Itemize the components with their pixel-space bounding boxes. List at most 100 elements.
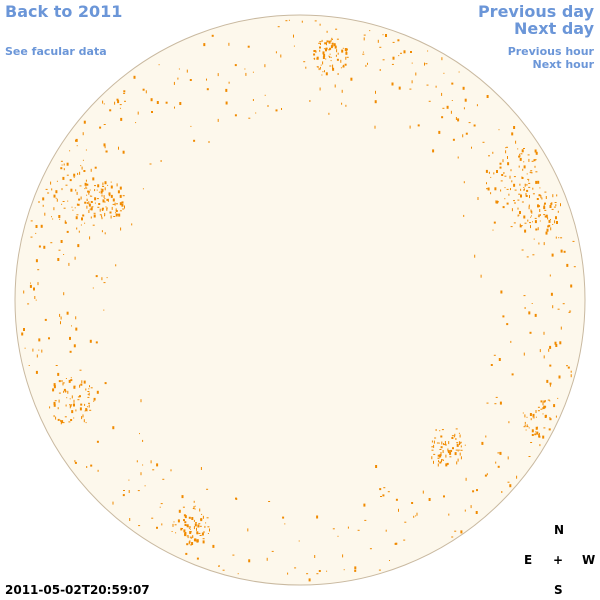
facula-mark [112, 198, 115, 202]
facula-mark [569, 310, 572, 312]
facula-mark [441, 429, 444, 431]
compass-south-label: S [554, 583, 563, 597]
facular-data-link[interactable]: See facular data [5, 45, 107, 58]
observation-timestamp: 2011-05-02T20:59:07 [5, 583, 150, 597]
previous-day-link[interactable]: Previous day [477, 2, 594, 21]
facula-mark [118, 146, 119, 150]
facula-mark [268, 501, 271, 502]
facula-mark [532, 254, 535, 256]
facula-mark [321, 74, 323, 76]
facula-mark [207, 526, 210, 528]
facula-mark [43, 245, 46, 249]
facula-mark [247, 528, 249, 532]
facula-mark [448, 513, 450, 516]
facula-mark [482, 141, 485, 143]
facula-mark [533, 159, 536, 162]
facula-mark [87, 391, 90, 392]
facula-mark [415, 72, 417, 76]
facula-mark [57, 407, 59, 410]
facula-mark [248, 559, 251, 563]
previous-hour-link[interactable]: Previous hour [507, 45, 594, 58]
facula-mark [137, 111, 139, 115]
facula-mark [29, 284, 32, 288]
back-to-year-link[interactable]: Back to 2011 [5, 2, 123, 21]
facula-mark [362, 51, 364, 53]
facula-mark [218, 565, 220, 567]
facula-mark [175, 532, 177, 534]
facula-mark [549, 364, 552, 367]
facula-mark [284, 523, 286, 525]
facula-mark [184, 515, 187, 519]
facula-mark [530, 209, 532, 213]
facula-mark [542, 435, 545, 439]
facula-mark [21, 332, 24, 336]
next-hour-link[interactable]: Next hour [532, 58, 595, 71]
facula-mark [506, 323, 509, 326]
facula-mark [116, 98, 119, 101]
facula-mark [449, 456, 452, 458]
facula-mark [84, 201, 87, 204]
facula-mark [102, 100, 104, 104]
facula-mark [518, 165, 520, 168]
facula-mark [190, 125, 192, 127]
facula-mark [438, 442, 440, 444]
facula-mark [437, 454, 440, 457]
facula-mark [323, 54, 326, 57]
facula-mark [531, 429, 534, 433]
facula-mark [90, 195, 93, 197]
facula-mark [450, 449, 453, 452]
facula-mark [456, 443, 459, 447]
facula-mark [521, 176, 523, 179]
facula-mark [87, 396, 90, 398]
facula-mark [517, 199, 520, 201]
facula-mark [517, 207, 519, 210]
facula-mark [519, 183, 521, 186]
facula-mark [194, 508, 196, 510]
facula-mark [519, 211, 521, 214]
facula-mark [511, 132, 514, 136]
facula-mark [188, 526, 191, 528]
facula-mark [73, 173, 76, 177]
next-day-link[interactable]: Next day [514, 19, 594, 38]
facula-mark [63, 390, 65, 393]
facula-mark [445, 463, 448, 467]
facula-mark [110, 194, 113, 198]
facula-mark [56, 198, 58, 202]
facula-mark [447, 450, 450, 454]
facula-mark [102, 207, 104, 209]
facula-mark [189, 528, 191, 530]
facula-mark [552, 194, 554, 198]
facula-mark [112, 501, 114, 505]
facula-mark [459, 442, 460, 446]
facula-mark [77, 172, 79, 175]
facula-mark [506, 146, 508, 148]
facula-mark [332, 528, 335, 530]
facula-mark [422, 490, 424, 494]
facula-mark [534, 149, 537, 153]
facula-mark [439, 449, 442, 450]
facula-mark [509, 484, 512, 488]
facula-mark [500, 180, 503, 182]
facula-mark [326, 42, 327, 46]
facula-mark [88, 192, 90, 195]
facula-mark [105, 150, 108, 153]
facula-mark [114, 101, 116, 105]
facula-mark [344, 63, 347, 66]
facula-mark [64, 416, 67, 418]
facula-mark [410, 51, 412, 53]
facula-mark [433, 444, 435, 448]
facula-mark [455, 438, 457, 440]
facula-mark [568, 311, 571, 313]
facula-mark [523, 148, 525, 149]
facula-mark [493, 172, 495, 175]
facula-mark [411, 502, 414, 504]
facula-mark [431, 449, 434, 451]
facula-mark [82, 414, 84, 418]
facula-mark [432, 149, 435, 153]
facula-mark [128, 490, 130, 493]
facula-mark [140, 472, 142, 476]
facula-mark [70, 379, 73, 382]
facula-mark [267, 105, 269, 107]
facula-mark [573, 266, 576, 268]
facula-mark [395, 542, 398, 545]
